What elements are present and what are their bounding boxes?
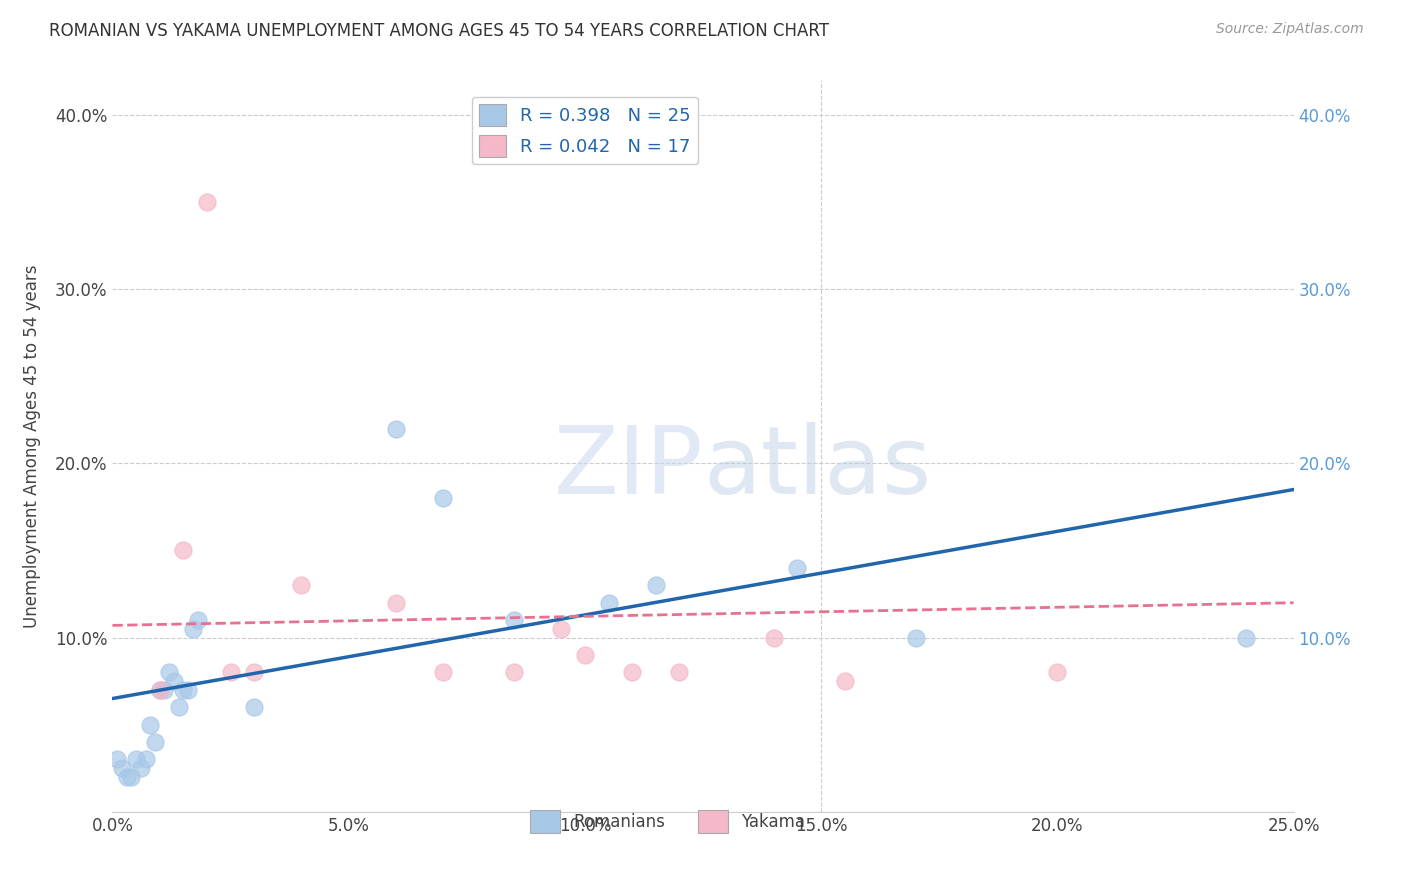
Point — [834, 674, 856, 689]
Point — [181, 622, 204, 636]
Legend: Romanians, Yakama: Romanians, Yakama — [523, 803, 813, 840]
Point — [143, 735, 166, 749]
Point — [195, 195, 218, 210]
Point — [385, 421, 408, 435]
Point — [786, 561, 808, 575]
Point — [115, 770, 138, 784]
Point — [129, 761, 152, 775]
Point — [503, 665, 526, 680]
Point — [574, 648, 596, 662]
Y-axis label: Unemployment Among Ages 45 to 54 years: Unemployment Among Ages 45 to 54 years — [24, 264, 41, 628]
Point — [105, 752, 128, 766]
Point — [668, 665, 690, 680]
Point — [644, 578, 666, 592]
Point — [157, 665, 180, 680]
Point — [432, 491, 454, 506]
Point — [172, 682, 194, 697]
Point — [125, 752, 148, 766]
Point — [598, 596, 620, 610]
Point — [111, 761, 134, 775]
Point — [167, 700, 190, 714]
Point — [172, 543, 194, 558]
Point — [163, 674, 186, 689]
Text: atlas: atlas — [703, 422, 931, 514]
Text: ZIP: ZIP — [554, 422, 703, 514]
Point — [153, 682, 176, 697]
Point — [135, 752, 157, 766]
Point — [177, 682, 200, 697]
Point — [432, 665, 454, 680]
Point — [243, 665, 266, 680]
Point — [186, 613, 208, 627]
Point — [219, 665, 242, 680]
Point — [904, 631, 927, 645]
Point — [149, 682, 172, 697]
Point — [139, 717, 162, 731]
Point — [385, 596, 408, 610]
Point — [243, 700, 266, 714]
Point — [149, 682, 172, 697]
Text: Source: ZipAtlas.com: Source: ZipAtlas.com — [1216, 22, 1364, 37]
Point — [621, 665, 644, 680]
Point — [290, 578, 312, 592]
Point — [1046, 665, 1069, 680]
Point — [120, 770, 142, 784]
Point — [762, 631, 785, 645]
Point — [1234, 631, 1257, 645]
Point — [550, 622, 572, 636]
Text: ROMANIAN VS YAKAMA UNEMPLOYMENT AMONG AGES 45 TO 54 YEARS CORRELATION CHART: ROMANIAN VS YAKAMA UNEMPLOYMENT AMONG AG… — [49, 22, 830, 40]
Point — [503, 613, 526, 627]
